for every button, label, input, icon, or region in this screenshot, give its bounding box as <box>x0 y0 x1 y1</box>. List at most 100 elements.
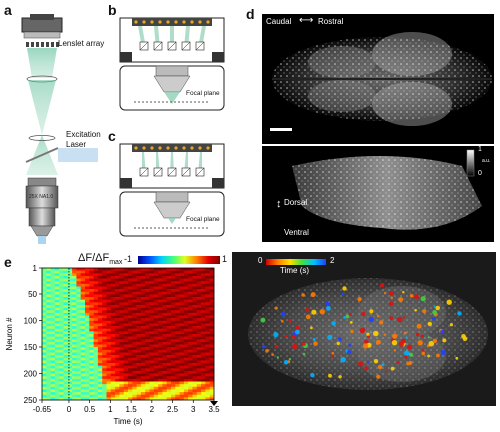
heatmap-cell <box>63 328 69 332</box>
neuron-dot <box>421 351 425 356</box>
heatmap-cell <box>162 368 167 372</box>
heatmap-cell <box>106 275 112 279</box>
heatmap-cell <box>80 318 86 322</box>
heatmap-cell <box>115 268 120 271</box>
heatmap-cell <box>67 344 73 348</box>
heatmap-cell <box>171 294 176 298</box>
heatmap-cell <box>175 268 180 271</box>
heatmap-cell <box>54 331 60 335</box>
heatmap-cell <box>140 397 146 401</box>
d-cbar-min-label: 0 <box>478 170 482 177</box>
heatmap-cell <box>106 286 112 290</box>
heatmap-cell <box>136 302 142 306</box>
heatmap-cell <box>162 355 167 359</box>
heatmap-cell <box>54 323 60 327</box>
heatmap-cell <box>46 357 51 361</box>
heatmap-cell <box>145 294 150 298</box>
heatmap-cell <box>59 304 64 308</box>
heatmap-cell <box>192 336 198 340</box>
heatmap-cell <box>42 347 47 351</box>
heatmap-cell <box>183 297 189 300</box>
heatmap-cell <box>166 328 172 332</box>
heatmap-cell <box>128 302 133 306</box>
heatmap-cell <box>72 357 77 361</box>
heatmap-cell <box>171 273 176 277</box>
neuron-dot <box>260 317 266 323</box>
heatmap-cell <box>76 384 81 388</box>
heatmap-cell <box>132 312 137 316</box>
neuron-dot <box>295 325 301 331</box>
heatmap-cell <box>42 326 47 330</box>
heatmap-cell <box>196 320 202 324</box>
heatmap-cell <box>123 281 129 285</box>
heatmap-cell <box>115 386 120 390</box>
heatmap-cell <box>46 389 51 393</box>
heatmap-cell <box>63 286 69 290</box>
heatmap-cell <box>149 376 155 380</box>
heatmap-cell <box>158 389 163 393</box>
heatmap-cell <box>205 328 210 332</box>
heatmap-cell <box>196 275 202 279</box>
heatmap-cell <box>123 315 129 319</box>
heatmap-cell <box>192 365 198 369</box>
heatmap-frame <box>41 267 215 401</box>
heatmap-cell <box>46 273 51 277</box>
heatmap-cell <box>140 326 146 330</box>
heatmap-cell <box>50 363 56 366</box>
heatmap-cell <box>171 355 176 359</box>
heatmap-cell <box>123 304 129 308</box>
heatmap-cell <box>67 278 73 282</box>
heatmap-cell <box>54 352 60 356</box>
heatmap-cell <box>132 289 137 293</box>
heatmap-cell <box>171 312 176 316</box>
heatmap-cell <box>171 341 176 345</box>
neuron-dot <box>265 349 269 353</box>
heatmap-cell <box>80 304 86 308</box>
heatmap-cell <box>106 268 112 271</box>
x-tick-label: 3 <box>191 405 196 414</box>
heatmap-cell <box>97 339 103 343</box>
heatmap-cell <box>158 376 163 380</box>
heatmap-cell <box>123 357 129 361</box>
heatmap-cell <box>102 310 107 314</box>
heatmap-cell <box>171 368 176 372</box>
heatmap-cell <box>175 310 180 314</box>
heatmap-cell <box>162 286 167 290</box>
heatmap-cell <box>46 397 51 401</box>
heatmap-cell <box>192 363 198 366</box>
heatmap-cell <box>158 378 163 382</box>
heatmap-cell <box>128 286 133 290</box>
heatmap-cell <box>166 389 172 393</box>
heatmap-cell <box>153 283 159 287</box>
heatmap-cell <box>209 344 215 348</box>
heatmap-cell <box>162 320 167 324</box>
heatmap-cell <box>97 315 103 319</box>
heatmap-cell <box>128 357 133 361</box>
heatmap-cell <box>102 339 107 343</box>
e-cbar-max-label: 1 <box>222 254 228 264</box>
heatmap-cell <box>67 341 73 345</box>
heatmap-cell <box>46 286 51 290</box>
heatmap-cell <box>179 304 185 308</box>
heatmap-cell <box>128 323 133 327</box>
heatmap-cell <box>188 357 193 361</box>
heatmap-cell <box>136 270 142 274</box>
heatmap-cell <box>76 365 81 369</box>
heatmap-cell <box>76 392 81 396</box>
heatmap-cell <box>110 326 116 330</box>
heatmap-cell <box>192 283 198 287</box>
heatmap-cell <box>145 331 150 335</box>
heatmap-cell <box>140 373 146 377</box>
heatmap-cell <box>115 328 120 332</box>
heatmap-cell <box>102 370 107 374</box>
heatmap-cell <box>158 334 163 337</box>
heatmap-cell <box>183 397 189 401</box>
neuron-dot <box>310 326 313 330</box>
heatmap-cell <box>188 299 193 303</box>
heatmap-cell <box>132 320 137 324</box>
heatmap-cell <box>54 270 60 274</box>
heatmap-cell <box>209 286 215 290</box>
heatmap-cell <box>46 392 51 396</box>
heatmap-cell <box>63 376 69 380</box>
heatmap-cell <box>140 355 146 359</box>
